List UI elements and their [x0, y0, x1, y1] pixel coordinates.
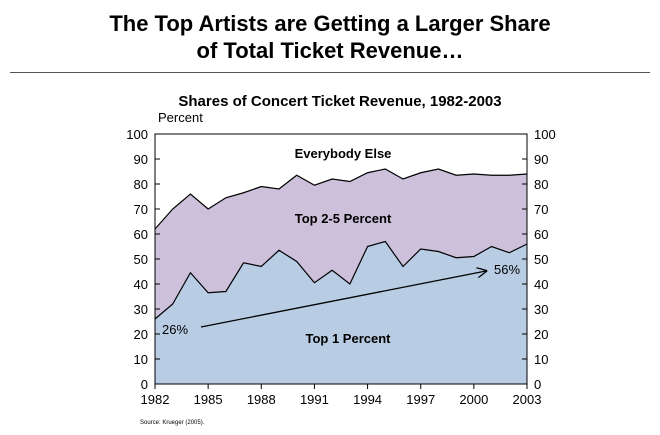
- x-tick-label: 1988: [247, 392, 276, 407]
- y-tick-label-left: 20: [134, 327, 148, 342]
- annotation-start: 26%: [162, 322, 188, 337]
- y-tick-label-right: 70: [534, 202, 548, 217]
- area-top-1: [155, 241, 527, 384]
- source-note: Source: Krueger (2005).: [140, 420, 205, 426]
- y-tick-label-left: 60: [134, 227, 148, 242]
- y-tick-label-left: 0: [141, 377, 148, 392]
- y-tick-label-left: 10: [134, 352, 148, 367]
- y-tick-label-right: 50: [534, 252, 548, 267]
- label-top-1: Top 1 Percent: [305, 331, 391, 346]
- line-top-5: [154, 168, 528, 230]
- y-tick-label-left: 90: [134, 152, 148, 167]
- x-tick-label: 1985: [194, 392, 223, 407]
- y-tick-label-right: 80: [534, 177, 548, 192]
- x-tick-label: 2003: [513, 392, 542, 407]
- y-tick-label-right: 10: [534, 352, 548, 367]
- y-tick-label-right: 90: [534, 152, 548, 167]
- y-axis-label: Percent: [158, 110, 203, 125]
- x-tick-label: 2000: [459, 392, 488, 407]
- y-tick-label-left: 80: [134, 177, 148, 192]
- title-line-2: of Total Ticket Revenue…: [196, 38, 464, 63]
- y-tick-label-right: 60: [534, 227, 548, 242]
- y-tick-label-left: 40: [134, 277, 148, 292]
- y-tick-label-right: 30: [534, 302, 548, 317]
- x-tick-label: 1991: [300, 392, 329, 407]
- label-top-2-5: Top 2-5 Percent: [295, 211, 392, 226]
- x-tick-label: 1982: [141, 392, 170, 407]
- slide-title: The Top Artists are Getting a Larger Sha…: [0, 10, 660, 64]
- y-tick-label-left: 70: [134, 202, 148, 217]
- y-tick-label-right: 0: [534, 377, 541, 392]
- x-tick-label: 1994: [353, 392, 382, 407]
- title-divider: [10, 72, 650, 73]
- y-tick-label-right: 40: [534, 277, 548, 292]
- y-tick-label-left: 100: [126, 127, 148, 142]
- title-line-1: The Top Artists are Getting a Larger Sha…: [109, 11, 551, 36]
- chart-title: Shares of Concert Ticket Revenue, 1982-2…: [178, 93, 501, 110]
- y-tick-label-left: 50: [134, 252, 148, 267]
- x-tick-label: 1997: [406, 392, 435, 407]
- y-tick-label-right: 100: [534, 127, 556, 142]
- trend-arrow: [200, 271, 486, 328]
- annotation-end: 56%: [494, 262, 520, 277]
- label-everybody-else: Everybody Else: [295, 146, 392, 161]
- y-tick-label-left: 30: [134, 302, 148, 317]
- line-top-1: [154, 240, 528, 320]
- y-tick-label-right: 20: [534, 327, 548, 342]
